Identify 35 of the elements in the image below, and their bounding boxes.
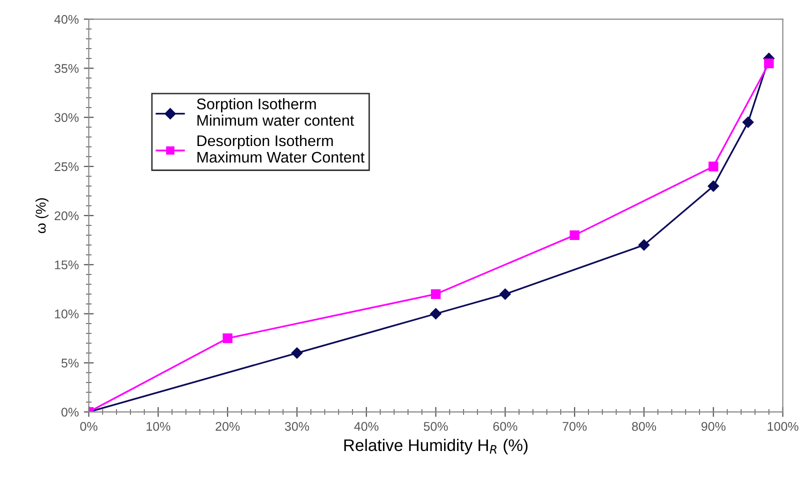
point [570, 230, 580, 240]
point [430, 289, 441, 299]
point [222, 333, 232, 344]
point [708, 162, 718, 172]
point [430, 308, 442, 320]
x-tick-label: 40% [354, 422, 378, 431]
y-axis-title: ω (%) [36, 198, 48, 234]
y-tick-label: 15% [54, 260, 79, 270]
point [500, 288, 511, 300]
point [764, 58, 774, 68]
x-tick-label: 10% [146, 422, 170, 431]
x-tick-label: 80% [632, 422, 656, 431]
point [708, 180, 719, 192]
x-tick-label: 90% [701, 422, 726, 431]
point [638, 239, 650, 251]
y-tick-label: 20% [54, 211, 79, 220]
x-tick-label: 100% [768, 422, 798, 431]
y-tick-label: 0% [61, 408, 79, 417]
x-tick-label: 0% [80, 422, 98, 431]
x-tick-label: 30% [284, 422, 310, 431]
x-tick-label: 50% [424, 422, 448, 431]
x-axis-title: Relative Humidity H$_{R}$ (%) [344, 438, 528, 454]
y-tick-label: 35% [54, 64, 79, 73]
y-tick-label: 5% [61, 358, 79, 368]
point [291, 347, 303, 359]
y-tick-label: 40% [54, 14, 79, 24]
x-tick-label: 20% [216, 422, 240, 431]
point [742, 116, 754, 128]
y-tick-label: 10% [54, 310, 79, 318]
legend-label: Sorption Isotherm Minimum water content [196, 98, 354, 126]
legend-label: Desorption Isotherm Maximum Water Content [197, 134, 364, 163]
x-tick-label: 70% [562, 422, 587, 431]
y-tick-label: 30% [54, 113, 79, 122]
x-tick-label: 60% [493, 422, 518, 431]
y-tick-label: 25% [54, 162, 79, 172]
